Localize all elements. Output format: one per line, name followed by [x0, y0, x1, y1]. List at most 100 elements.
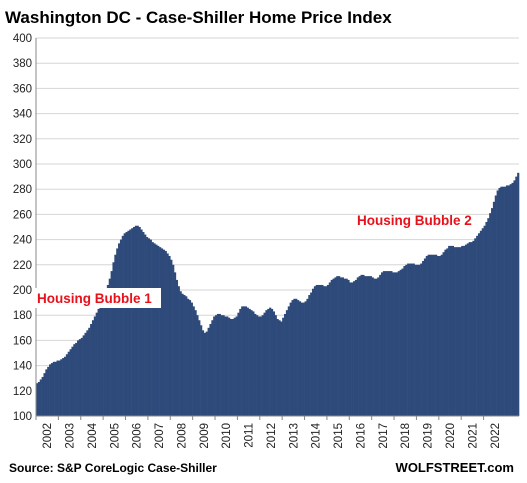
bar	[77, 340, 80, 416]
x-tick-label: 2013	[288, 423, 300, 449]
bar	[459, 247, 462, 416]
bar	[388, 271, 391, 416]
bar	[371, 277, 374, 416]
bar	[444, 249, 447, 416]
bar	[138, 227, 141, 416]
bar	[347, 279, 350, 416]
bar	[351, 282, 354, 416]
x-tick-label: 2015	[333, 423, 345, 449]
bar	[470, 242, 473, 416]
bar	[69, 349, 72, 416]
bar	[433, 254, 436, 416]
bar	[321, 284, 324, 416]
bar	[75, 342, 78, 416]
bar	[509, 184, 512, 416]
bar	[78, 339, 82, 416]
bar	[336, 276, 339, 416]
bar	[511, 182, 514, 416]
bar	[222, 315, 225, 416]
bar	[211, 320, 214, 416]
bar	[84, 332, 87, 416]
bar	[172, 264, 175, 416]
bar	[207, 327, 210, 416]
bar	[73, 344, 76, 416]
bar	[265, 310, 268, 416]
x-axis-ticks: 2002 2003 2004 2005 2006 2007 2008 2009 2010 2011…	[35, 416, 502, 449]
bar	[142, 232, 145, 416]
bar	[105, 291, 108, 416]
y-tick-label: 260	[13, 209, 32, 221]
bar	[263, 312, 266, 416]
bar	[487, 218, 490, 416]
x-tick-label: 2005	[109, 423, 121, 449]
bar	[461, 245, 464, 416]
bar	[362, 274, 365, 416]
bar	[270, 308, 274, 416]
bar	[319, 284, 322, 416]
bar	[293, 298, 296, 416]
bar	[442, 252, 445, 416]
bar	[103, 296, 106, 416]
bar	[375, 278, 378, 416]
bar	[502, 186, 505, 416]
bar	[494, 195, 497, 416]
bar	[280, 321, 283, 416]
bar	[213, 316, 216, 416]
source-note: Source: S&P CoreLogic Case-Shiller	[9, 461, 217, 475]
bar	[147, 238, 151, 416]
bar	[194, 310, 197, 416]
bar	[65, 354, 68, 416]
bar	[146, 237, 149, 416]
bar	[71, 346, 74, 416]
bar	[306, 298, 309, 416]
bar	[343, 278, 346, 416]
bar	[149, 239, 152, 416]
chart-title: Washington DC - Case-Shiller Home Price …	[5, 8, 392, 27]
y-tick-label: 100	[13, 411, 32, 423]
bar	[119, 239, 123, 416]
y-tick-label: 200	[13, 285, 32, 297]
bar	[218, 313, 221, 416]
annotation-bubble-2-label: Housing Bubble 2	[357, 213, 472, 228]
bar	[36, 383, 39, 416]
bar	[118, 243, 121, 416]
bar	[407, 263, 410, 416]
y-tick-label: 360	[13, 83, 32, 95]
bar	[289, 302, 292, 416]
bar	[114, 254, 117, 416]
x-tick-label: 2006	[132, 423, 144, 449]
bar	[125, 232, 128, 416]
bar	[450, 245, 453, 416]
bar	[515, 176, 518, 416]
bar	[341, 277, 344, 416]
bar	[134, 225, 137, 416]
bar	[181, 293, 184, 416]
bar	[435, 254, 438, 416]
bar	[269, 307, 272, 416]
annotation-bubble-1-label: Housing Bubble 1	[37, 291, 152, 306]
bar	[418, 264, 421, 416]
bar	[257, 316, 261, 416]
bar	[60, 359, 63, 416]
bar	[82, 335, 85, 416]
bar	[394, 272, 397, 416]
bar	[192, 306, 195, 416]
bar	[140, 229, 143, 416]
y-tick-label: 160	[13, 335, 32, 347]
annotation-bubble-1-box	[34, 288, 161, 308]
y-tick-label: 120	[13, 386, 32, 398]
bar	[101, 301, 104, 416]
y-tick-label: 380	[13, 58, 32, 70]
bar	[160, 248, 164, 416]
bar	[395, 272, 399, 416]
bar	[517, 172, 520, 416]
bar	[177, 286, 180, 416]
bar	[37, 381, 41, 416]
bar	[427, 254, 430, 416]
y-tick-label: 140	[13, 361, 32, 373]
bar	[239, 308, 242, 416]
bar	[328, 282, 331, 416]
bar	[93, 316, 96, 416]
x-tick-label: 2008	[177, 423, 189, 449]
bar	[298, 301, 302, 416]
